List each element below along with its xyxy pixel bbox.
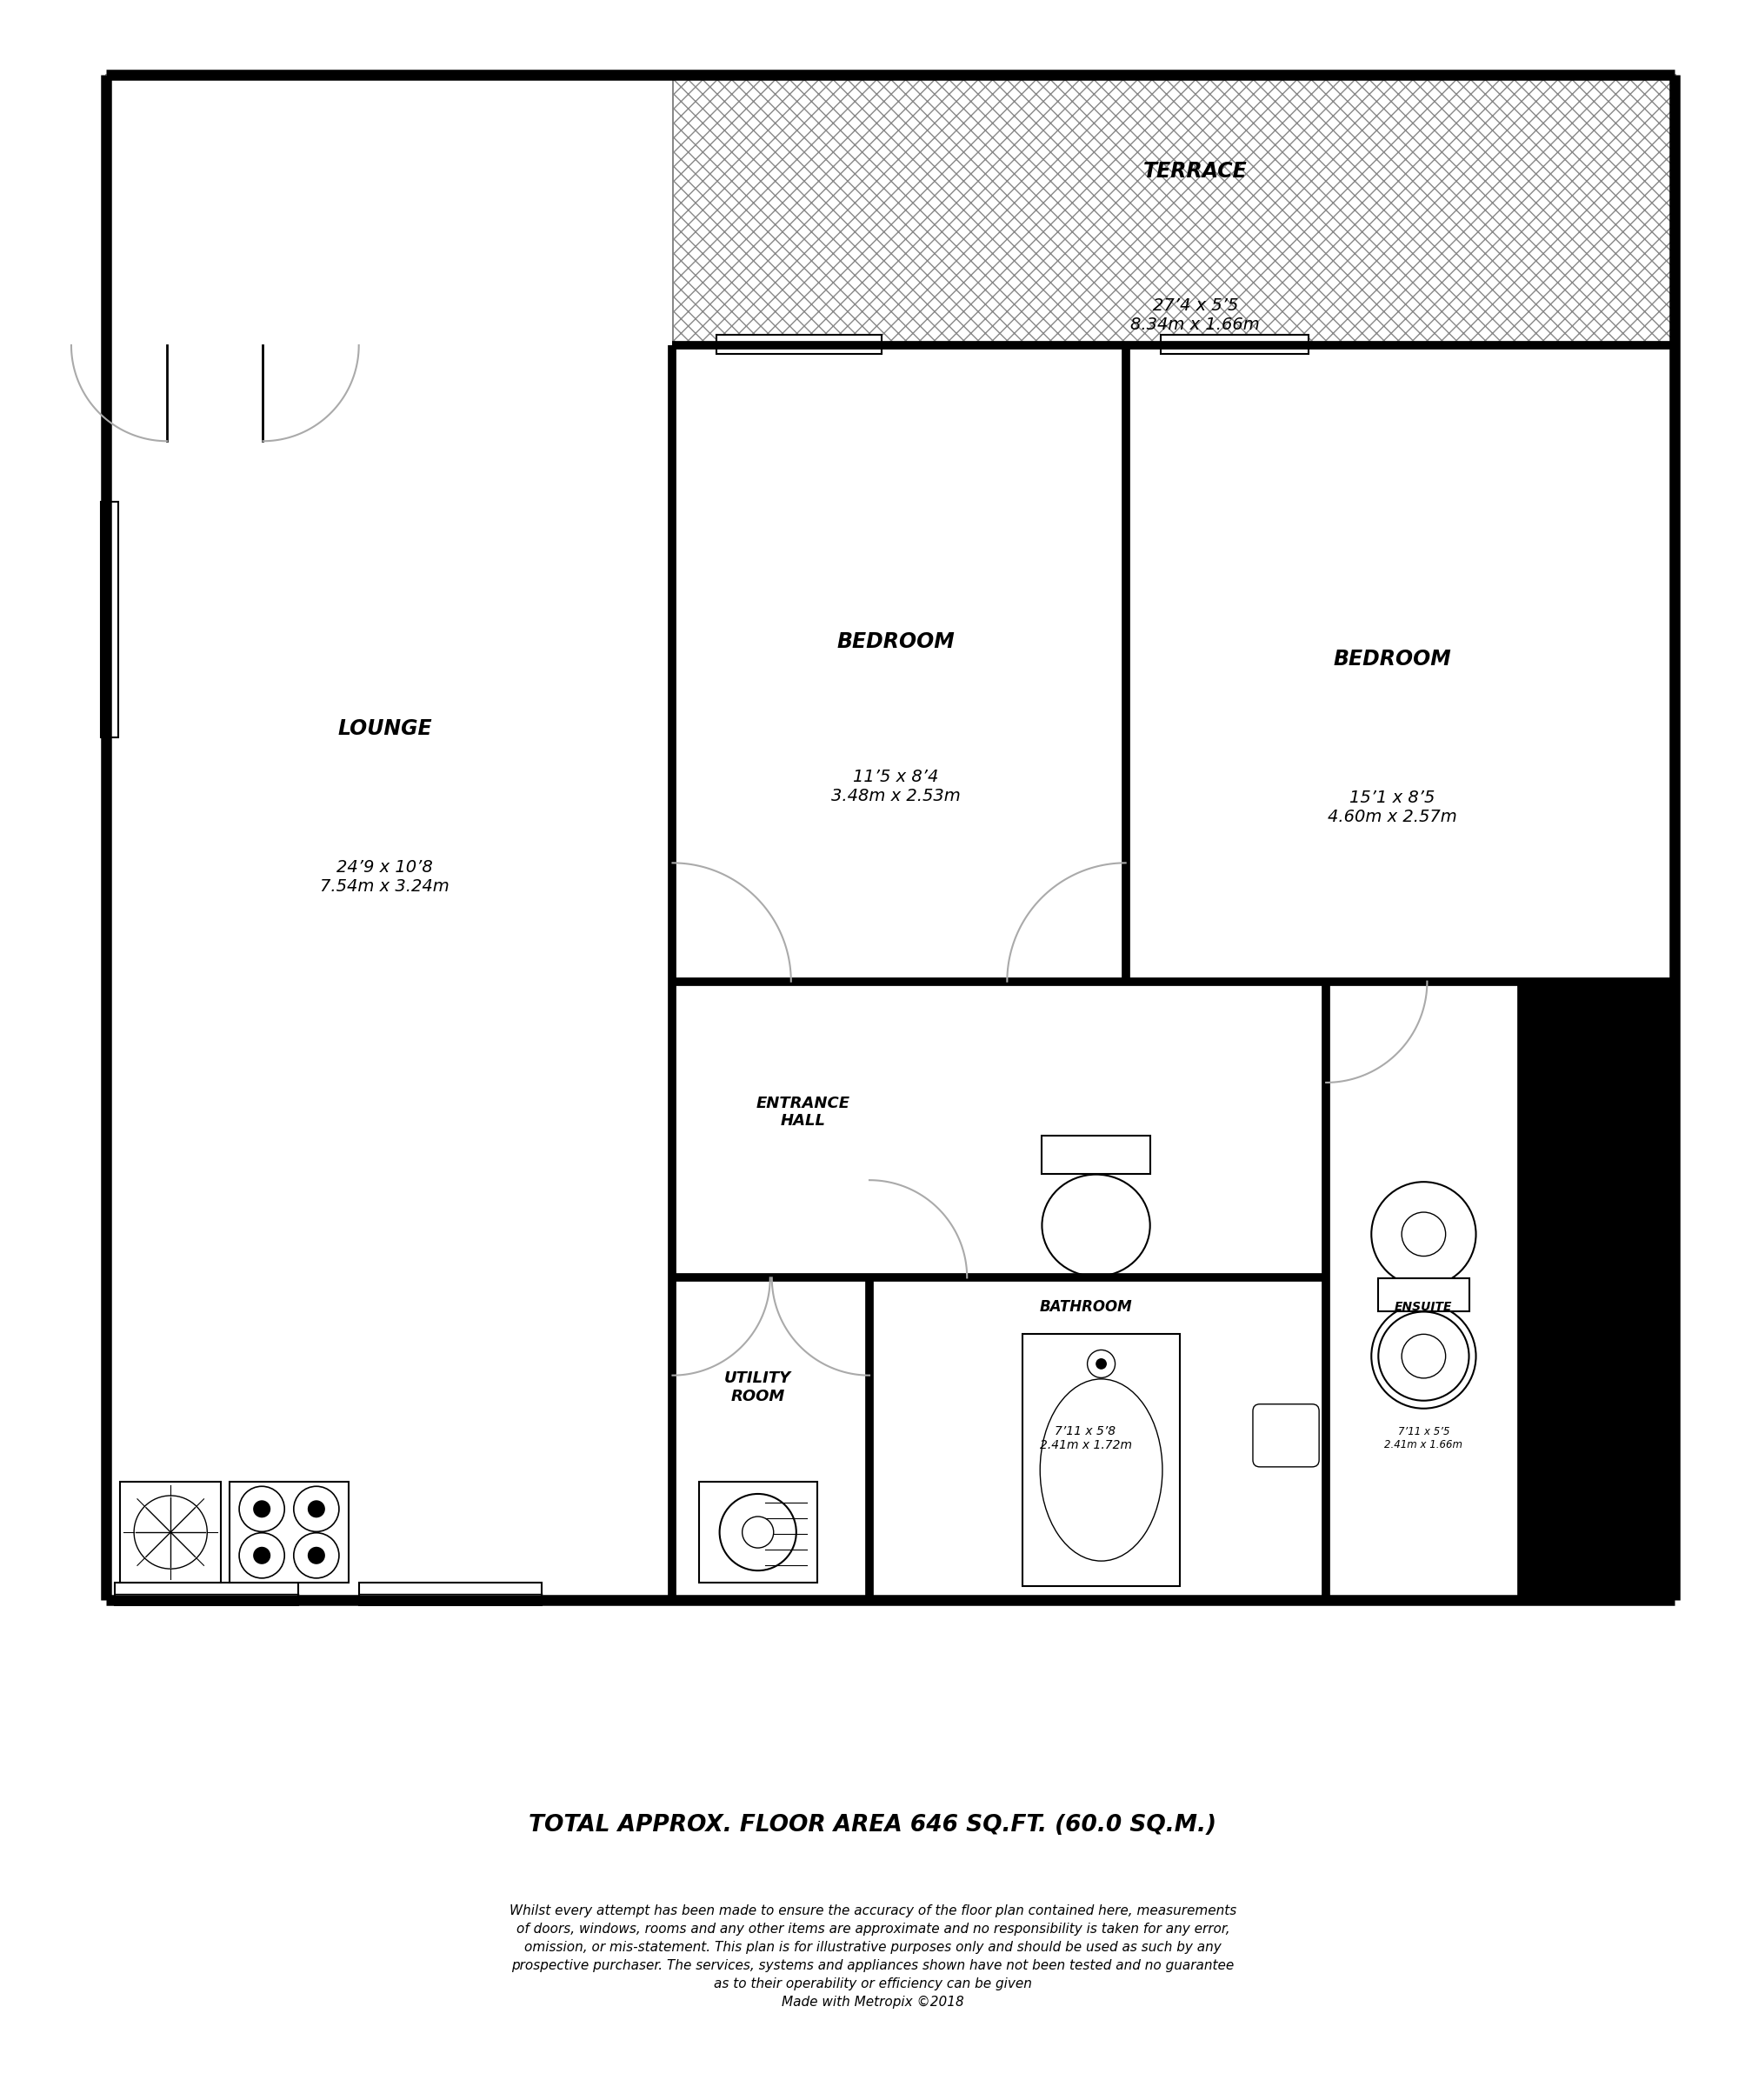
Bar: [715, 334, 881, 355]
Bar: [115, 1583, 298, 1604]
Bar: [672, 1277, 869, 1600]
Text: BATHROOM: BATHROOM: [1038, 1300, 1131, 1315]
Circle shape: [742, 1516, 773, 1548]
Circle shape: [307, 1499, 325, 1518]
Bar: [869, 981, 1326, 1277]
Bar: [672, 76, 1673, 344]
Bar: [698, 1483, 817, 1583]
Text: TOTAL APPROX. FLOOR AREA 646 SQ.FT. (60.0 SQ.M.): TOTAL APPROX. FLOOR AREA 646 SQ.FT. (60.…: [529, 1814, 1216, 1835]
Circle shape: [253, 1499, 270, 1518]
Text: ENSUITE: ENSUITE: [1394, 1302, 1452, 1312]
Text: 7’11 x 5’5
2.41m x 1.66m: 7’11 x 5’5 2.41m x 1.66m: [1384, 1426, 1462, 1451]
Circle shape: [1401, 1212, 1445, 1256]
Bar: [359, 1583, 541, 1604]
Bar: [1326, 981, 1520, 1600]
Bar: [359, 1583, 541, 1604]
Bar: [1377, 1279, 1468, 1310]
Text: 11’5 x 8’4
3.48m x 2.53m: 11’5 x 8’4 3.48m x 2.53m: [831, 769, 960, 804]
FancyBboxPatch shape: [1253, 1405, 1319, 1468]
Text: BEDROOM: BEDROOM: [1333, 649, 1450, 670]
Bar: [106, 76, 672, 1600]
Circle shape: [253, 1548, 270, 1564]
Bar: [106, 76, 672, 344]
Circle shape: [293, 1487, 339, 1531]
Bar: [672, 981, 869, 1277]
Ellipse shape: [1040, 1380, 1162, 1560]
Text: ENTRANCE
HALL: ENTRANCE HALL: [756, 1096, 850, 1130]
Text: 15’1 x 8’5
4.60m x 2.57m: 15’1 x 8’5 4.60m x 2.57m: [1326, 790, 1457, 825]
Bar: [869, 981, 1326, 1600]
Ellipse shape: [1042, 1174, 1150, 1277]
Bar: [115, 1583, 298, 1604]
Text: BEDROOM: BEDROOM: [836, 632, 955, 651]
Circle shape: [719, 1493, 796, 1571]
Text: LOUNGE: LOUNGE: [337, 718, 433, 739]
Text: 27’4 x 5’5
8.34m x 1.66m: 27’4 x 5’5 8.34m x 1.66m: [1131, 298, 1260, 334]
Bar: [230, 1483, 349, 1583]
Text: 7’11 x 5’8
2.41m x 1.72m: 7’11 x 5’8 2.41m x 1.72m: [1038, 1426, 1131, 1451]
Bar: [672, 344, 1126, 981]
Bar: [1042, 1136, 1150, 1174]
Text: TERRACE: TERRACE: [1143, 160, 1246, 181]
Ellipse shape: [1377, 1312, 1468, 1401]
Circle shape: [239, 1533, 284, 1577]
Text: 24’9 x 10’8
7.54m x 3.24m: 24’9 x 10’8 7.54m x 3.24m: [319, 859, 450, 895]
Bar: [1160, 334, 1309, 355]
Circle shape: [1087, 1350, 1115, 1378]
Bar: [120, 1483, 222, 1583]
Text: UTILITY
ROOM: UTILITY ROOM: [724, 1371, 790, 1405]
Circle shape: [239, 1487, 284, 1531]
Circle shape: [307, 1548, 325, 1564]
Bar: [1160, 334, 1309, 355]
Bar: [1520, 981, 1673, 1600]
Text: Whilst every attempt has been made to ensure the accuracy of the floor plan cont: Whilst every attempt has been made to en…: [510, 1905, 1235, 2010]
Bar: [101, 502, 119, 737]
Bar: [715, 334, 881, 355]
Circle shape: [293, 1533, 339, 1577]
Bar: [101, 502, 119, 737]
Circle shape: [1401, 1334, 1445, 1378]
Circle shape: [1370, 1304, 1475, 1409]
Bar: [1023, 1334, 1180, 1586]
Circle shape: [1370, 1182, 1475, 1287]
Bar: [1126, 344, 1673, 981]
Circle shape: [1096, 1359, 1106, 1369]
